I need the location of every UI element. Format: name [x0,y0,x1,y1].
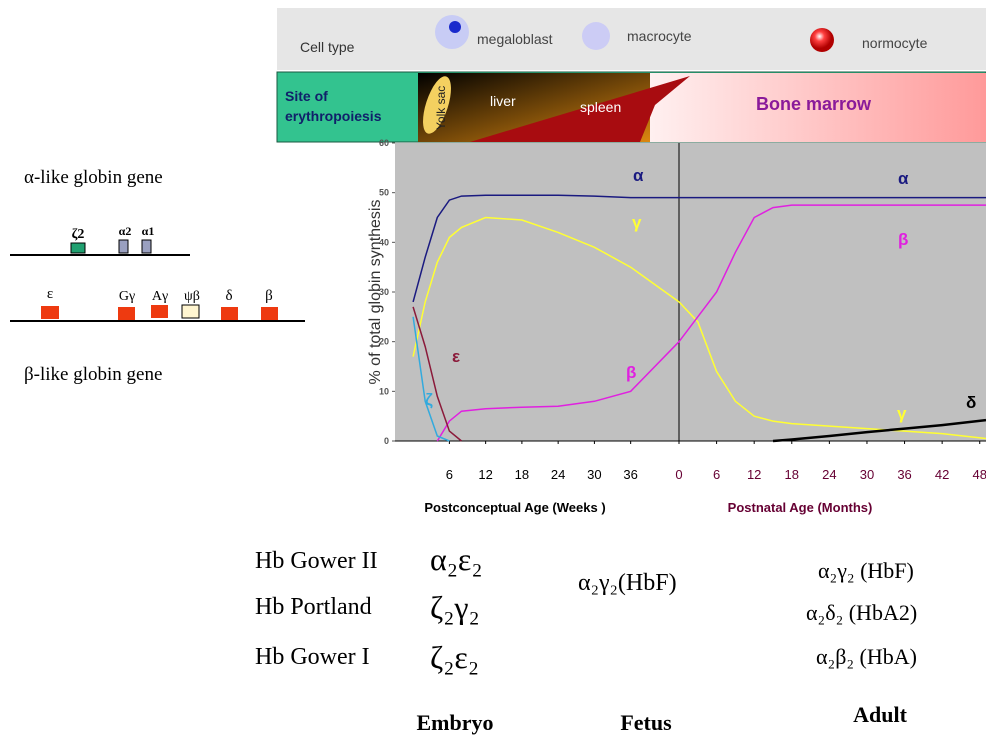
x-tick-label: 24 [551,467,565,482]
series-label: γ [897,404,907,423]
y-tick-label: 10 [379,386,389,396]
hb-formula: α₂δ₂ (HbA2) [806,600,917,625]
x-tick-label: 42 [935,467,949,482]
x-tick-label: 36 [897,467,911,482]
gene-label: α2 [119,224,132,238]
normocyte-icon [810,28,834,52]
gene-diagram: α-like globin gene ζ2 α2 α1 ε Gγ Aγ ψβ δ… [10,167,305,385]
macrocyte-icon [582,22,610,50]
gene-label: α1 [142,224,155,238]
x-tick-label: 6 [446,467,453,482]
cell-type-label: Cell type [300,39,355,55]
series-label: ε [452,347,460,366]
gene-box [142,240,151,253]
site-item: liver [490,93,516,109]
x-tick-label: 6 [713,467,720,482]
hb-name: Hb Gower II [255,548,378,574]
gene-label: β [265,288,273,304]
gene-label: ε [47,286,53,302]
hb-formula: ζ₂γ₂ [430,589,480,625]
gene-box [182,305,199,318]
hb-formula: α₂β₂ (HbA) [816,644,917,669]
beta-title: β-like globin gene [24,364,162,385]
megaloblast-nucleus [449,21,461,33]
cell-type-item: normocyte [862,35,928,51]
series-label: β [626,363,636,382]
figure: Cell type megaloblast macrocyte normocyt… [0,0,986,736]
site-label: erythropoiesis [285,108,382,124]
x-tick-label: 12 [747,467,761,482]
hb-formula: ζ₂ε₂ [430,639,479,675]
x-axis-label: Postconceptual Age (Weeks ) [424,500,605,515]
x-tick-label: 12 [478,467,492,482]
cell-type-item: macrocyte [627,28,692,44]
gene-label: Aγ [152,289,168,304]
page: Cell type megaloblast macrocyte normocyt… [0,0,986,736]
y-tick-label: 0 [384,436,389,446]
site-item: Bone marrow [756,94,872,114]
x-tick-label: 24 [822,467,836,482]
series-label: α [898,169,909,188]
x-tick-label: 30 [860,467,874,482]
x-tick-label: 0 [675,467,682,482]
series-label: δ [966,393,976,412]
hemoglobin-table: Hb Gower II Hb Portland Hb Gower I α₂ε₂ … [255,541,917,735]
gene-box [151,305,168,318]
x-tick-label: 36 [623,467,637,482]
gene-box [118,307,135,320]
alpha-title: α-like globin gene [24,167,163,188]
gene-label: ψβ [184,289,200,304]
x-tick-label: 30 [587,467,601,482]
gene-box [261,307,278,320]
stage-label: Adult [853,702,907,727]
gene-label: δ [225,288,232,304]
site-item: spleen [580,99,621,115]
series-label: α [633,166,644,185]
site-label: Site of [285,88,328,104]
x-tick-label: 48 [973,467,986,482]
y-tick-label: 50 [379,188,389,198]
y-axis-label: % of total globin synthesis [367,200,384,385]
gene-label: Gγ [119,289,135,304]
series-label: β [898,230,908,249]
gene-box [119,240,128,253]
hb-formula: α₂ε₂ [430,541,483,577]
gene-box [41,306,59,319]
stage-label: Fetus [620,710,672,735]
series-label: ζ [425,390,433,409]
stage-label: Embryo [417,710,494,735]
x-tick-label: 18 [515,467,529,482]
gene-label: ζ2 [72,227,85,242]
gene-box [71,243,85,253]
hb-formula: α₂γ₂ (HbF) [818,558,914,583]
series-label: γ [632,213,642,232]
y-tick-label: 60 [379,138,389,148]
hb-formula: α₂γ₂(HbF) [578,570,677,596]
x-axis-label: Postnatal Age (Months) [728,500,873,515]
cell-type-item: megaloblast [477,31,553,47]
hb-name: Hb Portland [255,594,372,620]
gene-box [221,307,238,320]
hb-name: Hb Gower I [255,644,370,670]
site-item: Yolk sac [434,86,448,130]
x-tick-label: 18 [785,467,799,482]
